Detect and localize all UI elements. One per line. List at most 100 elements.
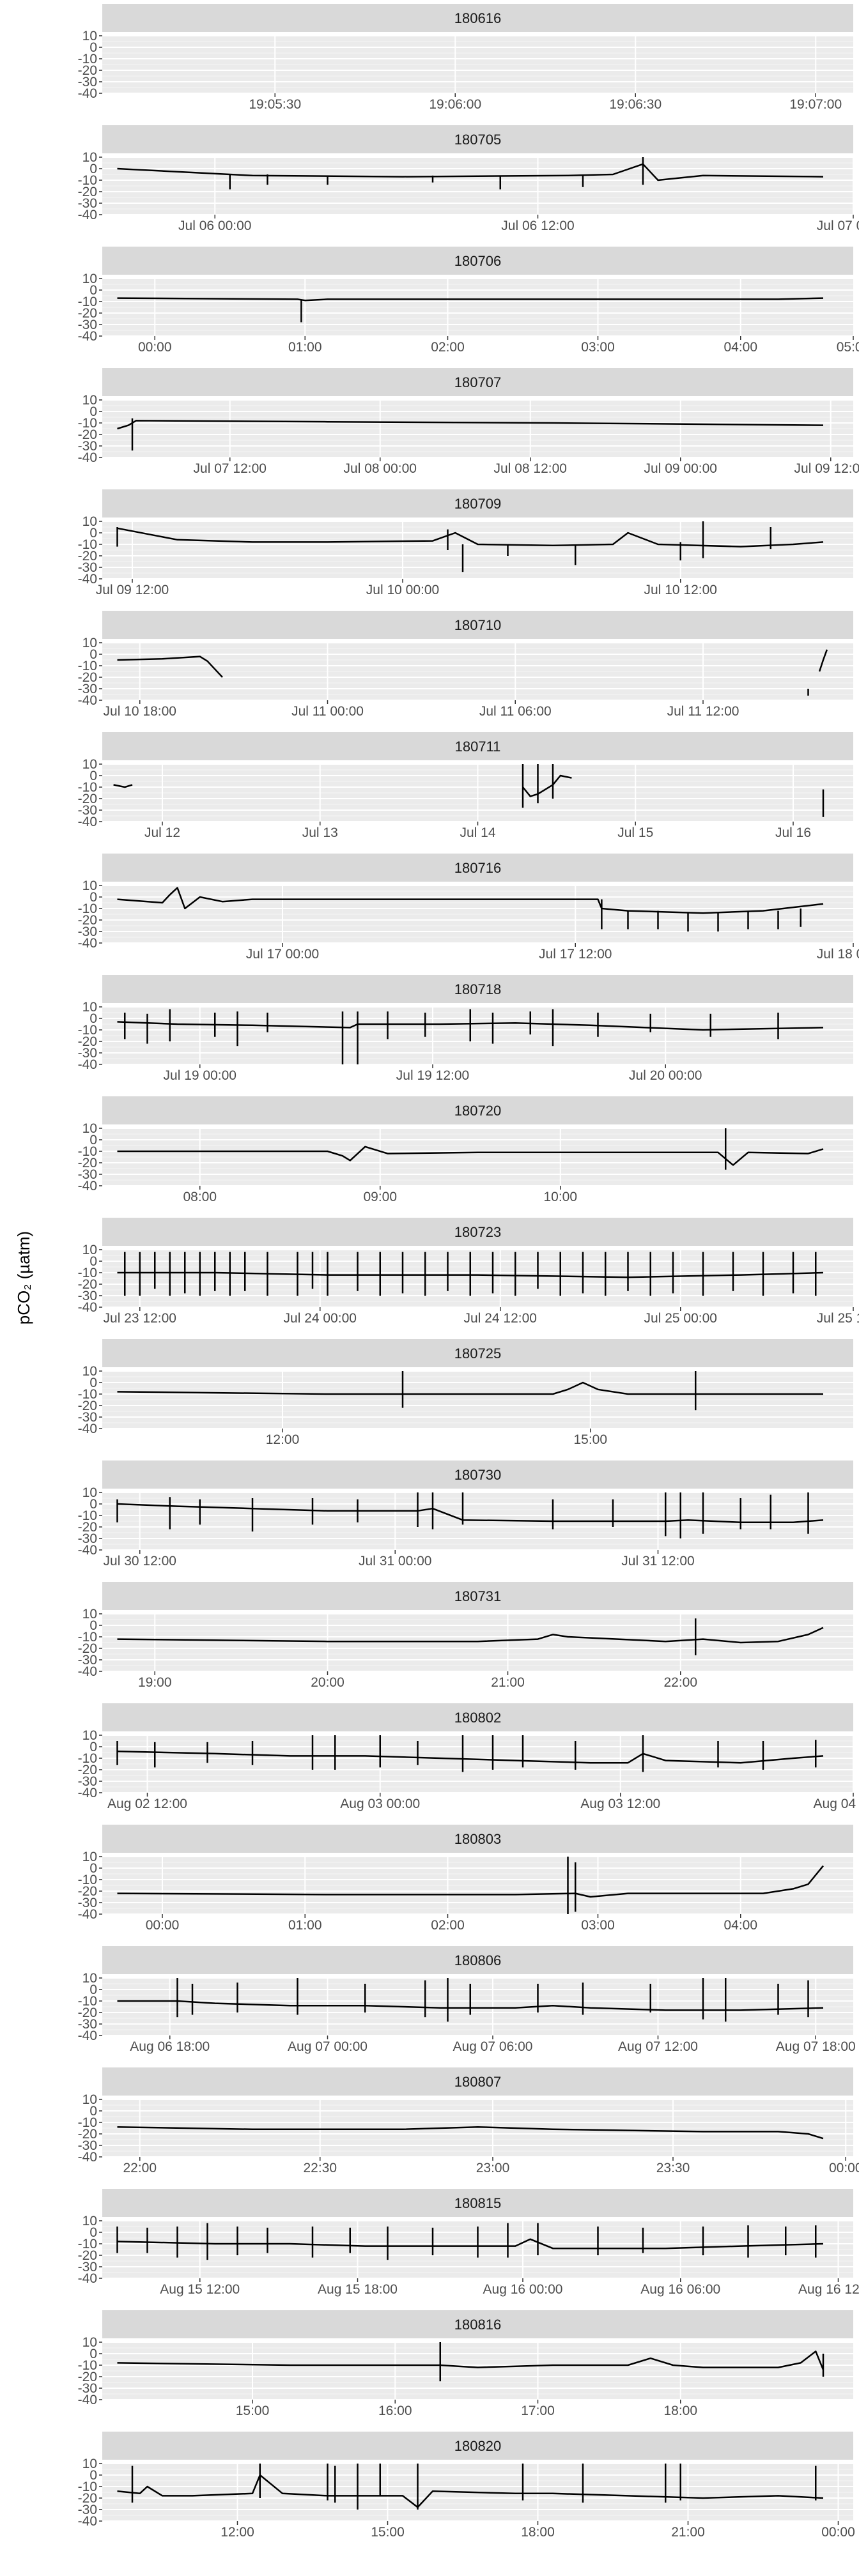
facet-title: 180816	[454, 2317, 501, 2333]
y-tick-label: -30	[78, 1046, 97, 1061]
y-tick-label: -10	[78, 416, 97, 431]
facet-title: 180820	[454, 2438, 501, 2454]
y-tick-label: -40	[78, 1179, 97, 1193]
facet-strip	[102, 2310, 853, 2338]
y-tick-label: -20	[78, 1277, 97, 1292]
facet-title: 180705	[454, 132, 501, 148]
x-tick-label: 00:00	[829, 2161, 859, 2175]
y-tick-label: 10	[82, 878, 97, 893]
y-tick-label: -10	[78, 295, 97, 309]
facet-title: 180806	[454, 1952, 501, 1968]
facet-title: 180706	[454, 253, 501, 269]
y-tick-label: 0	[89, 2468, 97, 2483]
x-tick-label: Jul 19 12:00	[396, 1068, 469, 1083]
x-tick-label: Aug 06 18:00	[130, 2039, 210, 2054]
y-tick-label: -40	[78, 2150, 97, 2165]
y-tick-label: 0	[89, 769, 97, 783]
y-tick-label: -10	[78, 901, 97, 916]
x-tick-label: Jul 09 12:00	[96, 583, 169, 597]
x-tick-label: 18:00	[521, 2525, 555, 2540]
y-tick-label: 0	[89, 2104, 97, 2119]
facet-panel: 180806 100-10-20-30-40 Aug 06 18:00 Aug 07 …	[78, 1946, 856, 2054]
facet-strip	[102, 1582, 853, 1610]
x-tick-label: Aug 03 12:00	[580, 1797, 660, 1811]
y-tick-label: 0	[89, 1982, 97, 1997]
facet-title: 180725	[454, 1346, 501, 1361]
series-line	[117, 2350, 824, 2370]
x-tick-label: Aug 04 00:00	[814, 1797, 859, 1811]
facet-title: 180711	[455, 739, 501, 755]
series-line	[117, 2126, 824, 2140]
facet-strip	[102, 1703, 853, 1731]
y-tick-label: 0	[89, 40, 97, 55]
y-tick-label: -40	[78, 815, 97, 829]
facet-title: 180716	[454, 860, 501, 876]
x-tick-label: Jul 10 18:00	[104, 704, 176, 719]
y-tick-label: -10	[78, 2237, 97, 2251]
facet-panel: 180816 100-10-20-30-40 15:00 16:00 17:00 18:0…	[78, 2310, 853, 2418]
y-tick-label: 10	[82, 1607, 97, 1621]
facet-strip	[102, 489, 853, 518]
y-tick-label: -10	[78, 1266, 97, 1280]
facet-title: 180616	[454, 10, 501, 26]
x-tick-label: 22:00	[663, 1675, 697, 1690]
y-tick-label: -20	[78, 1763, 97, 1777]
y-tick-label: -10	[78, 1144, 97, 1159]
x-tick-label: Jul 09 12:00	[794, 461, 859, 476]
y-tick-label: 10	[82, 1364, 97, 1379]
y-tick-label: 0	[89, 1254, 97, 1269]
y-tick-label: 0	[89, 1497, 97, 1512]
series-line	[117, 887, 824, 914]
x-tick-label: Jul 11 06:00	[479, 704, 552, 719]
y-tick-label: -40	[78, 1907, 97, 1922]
y-tick-label: -20	[78, 670, 97, 685]
y-tick-label: -20	[78, 1641, 97, 1656]
facet-strip	[102, 1825, 853, 1853]
y-tick-label: -30	[78, 1774, 97, 1789]
y-tick-label: -40	[78, 1664, 97, 1679]
y-tick-label: -30	[78, 1410, 97, 1425]
y-tick-label: 10	[82, 636, 97, 650]
y-tick-label: -30	[78, 2503, 97, 2517]
facet-panel: 180815 100-10-20-30-40 Aug 15 12:00 Aug 15 …	[78, 2189, 859, 2297]
y-tick-label: -30	[78, 803, 97, 818]
x-tick-label: 04:00	[724, 340, 757, 355]
facet-panel: 180718 100-10-20-30-40 Jul 19 00:00 Jul 19 …	[78, 975, 853, 1083]
facet-panel: 180725 100-10-20-30-40 12:00 15:00	[78, 1339, 853, 1447]
facet-title: 180723	[454, 1224, 501, 1240]
x-tick-label: Jul 31 00:00	[359, 1554, 431, 1568]
y-tick-label: 10	[82, 1728, 97, 1743]
x-tick-label: 03:00	[581, 340, 615, 355]
facet-panel: 180820 100-10-20-30-40 12:00 15:00 18:00 21:0…	[78, 2432, 855, 2540]
facet-panel: 180711 100-10-20-30-40 Jul 12 Jul 13 Jul 14 J…	[78, 732, 853, 840]
x-tick-label: 03:00	[581, 1918, 615, 1933]
series-line	[113, 784, 133, 788]
x-tick-label: Jul 17 00:00	[246, 947, 319, 962]
y-tick-label: -40	[78, 208, 97, 222]
y-tick-label: -10	[78, 1751, 97, 1766]
y-tick-label: 10	[82, 29, 97, 43]
y-tick-label: 10	[82, 2457, 97, 2471]
y-tick-label: 10	[82, 514, 97, 529]
y-tick-label: -10	[78, 52, 97, 66]
x-tick-label: Jul 08 12:00	[494, 461, 567, 476]
x-tick-label: 22:00	[123, 2161, 157, 2175]
x-tick-label: 02:00	[431, 1918, 465, 1933]
y-tick-label: -20	[78, 2127, 97, 2142]
x-tick-label: 01:00	[288, 1918, 322, 1933]
x-tick-label: 12:00	[221, 2525, 254, 2540]
y-tick-label: 10	[82, 1850, 97, 1864]
y-tick-label: 0	[89, 1740, 97, 1754]
facet-strip	[102, 2432, 853, 2460]
series-line	[117, 1627, 824, 1644]
y-tick-label: -30	[78, 2381, 97, 2396]
y-tick-label: 10	[82, 2335, 97, 2350]
y-tick-label: -10	[78, 1630, 97, 1644]
facet-panel: 180802 100-10-20-30-40 Aug 02 12:00 Aug 03 …	[78, 1703, 859, 1811]
facet-strip	[102, 1218, 853, 1246]
y-tick-label: -30	[78, 318, 97, 332]
y-tick-label: 10	[82, 1485, 97, 1500]
x-tick-label: Jul 25 12:00	[817, 1311, 859, 1326]
y-tick-label: 10	[82, 272, 97, 286]
